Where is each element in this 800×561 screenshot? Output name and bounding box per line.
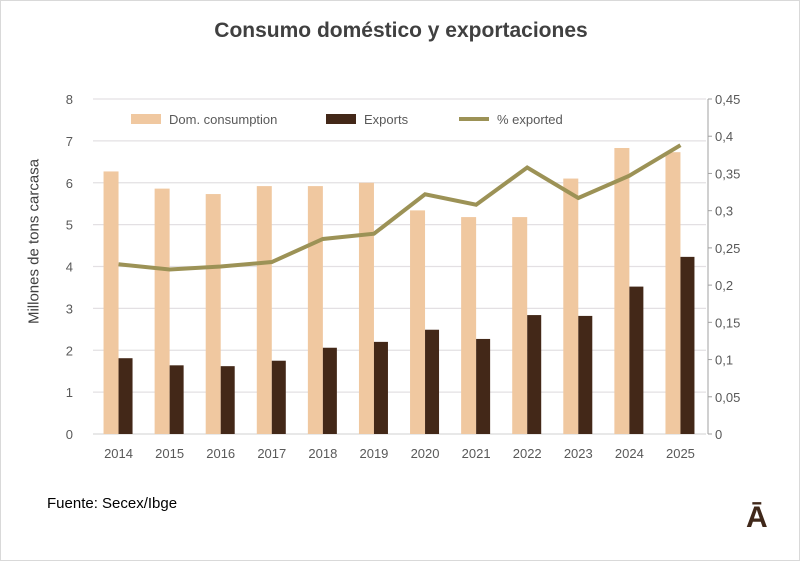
- x-tick-label: 2014: [104, 446, 133, 461]
- bar-dom-consumption: [205, 194, 221, 434]
- x-tick-label: 2016: [206, 446, 235, 461]
- y2-tick-label: 0,35: [715, 166, 740, 181]
- bar-dom-consumption: [512, 217, 528, 434]
- x-tick-label: 2015: [155, 446, 184, 461]
- y2-tick-label: 0,05: [715, 390, 740, 405]
- legend-label: Dom. consumption: [169, 112, 277, 127]
- bar-dom-consumption: [256, 186, 272, 434]
- bar-exports: [220, 366, 235, 434]
- y2-tick-label: 0,15: [715, 315, 740, 330]
- bar-dom-consumption: [358, 182, 374, 434]
- y2-tick-label: 0,2: [715, 278, 733, 293]
- y-tick-label: 1: [66, 385, 73, 400]
- legend-label: Exports: [364, 112, 409, 127]
- x-tick-label: 2022: [513, 446, 542, 461]
- line-pct-exported: [118, 143, 682, 272]
- x-tick-label: 2018: [308, 446, 337, 461]
- x-tick-label: 2024: [615, 446, 644, 461]
- bar-dom-consumption: [103, 171, 119, 434]
- x-tick-label: 2025: [666, 446, 695, 461]
- y-tick-label: 0: [66, 427, 73, 442]
- bar-exports: [476, 338, 491, 434]
- y-tick-label: 3: [66, 301, 73, 316]
- bar-exports: [578, 315, 593, 434]
- bar-dom-consumption: [154, 188, 170, 434]
- bar-exports: [169, 365, 184, 434]
- x-tick-label: 2020: [411, 446, 440, 461]
- source-note: Fuente: Secex/Ibge: [47, 495, 178, 512]
- bar-exports: [373, 341, 388, 434]
- legend-label: % exported: [497, 112, 563, 127]
- bar-dom-consumption: [665, 152, 681, 434]
- y2-tick-label: 0,1: [715, 353, 733, 368]
- chart-plot: 0 1 2 3 4 5 6 7 8 0 0,05 0,1 0,15 0,2 0,25 0,3 0,35 0,4 0,…: [66, 92, 741, 461]
- bar-exports: [527, 315, 542, 434]
- bar-exports: [118, 358, 133, 434]
- x-tick-label: 2023: [564, 446, 593, 461]
- bar-dom-consumption: [307, 186, 323, 434]
- legend-swatch: [131, 114, 161, 124]
- bar-exports: [680, 256, 695, 434]
- y2-tick-label: 0,45: [715, 92, 740, 107]
- bar-dom-consumption: [614, 147, 630, 434]
- y-tick-label: 5: [66, 218, 73, 233]
- y-tick-label: 6: [66, 176, 73, 191]
- y2-tick-label: 0: [715, 427, 722, 442]
- bar-exports: [629, 286, 644, 434]
- chart-title: Consumo doméstico y exportaciones: [214, 19, 588, 42]
- y2-tick-label: 0,4: [715, 129, 733, 144]
- bar-dom-consumption: [410, 210, 426, 434]
- bar-dom-consumption: [563, 178, 579, 434]
- legend-swatch: [326, 114, 356, 124]
- bar-exports: [425, 329, 440, 434]
- brand-logo: Ā: [746, 501, 768, 534]
- y2-tick-label: 0,25: [715, 241, 740, 256]
- y-tick-label: 8: [66, 92, 73, 107]
- bar-exports: [322, 347, 337, 434]
- x-tick-label: 2019: [359, 446, 388, 461]
- x-tick-label: 2021: [462, 446, 491, 461]
- y2-tick-label: 0,3: [715, 204, 733, 219]
- y-tick-label: 7: [66, 134, 73, 149]
- y-tick-label: 4: [66, 260, 73, 275]
- bar-dom-consumption: [461, 217, 477, 434]
- x-tick-label: 2017: [257, 446, 286, 461]
- bar-exports: [271, 360, 286, 434]
- y-tick-label: 2: [66, 343, 73, 358]
